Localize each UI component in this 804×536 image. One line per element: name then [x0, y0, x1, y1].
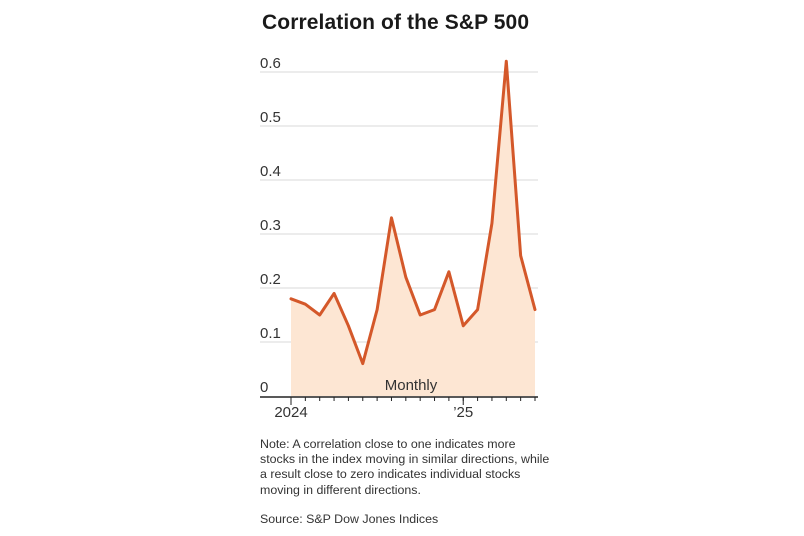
frequency-label: Monthly: [385, 377, 438, 394]
series-line: [289, 59, 537, 366]
y-tick-label: 0: [260, 379, 268, 396]
x-tick-label: 2024: [274, 404, 307, 421]
y-tick-label: 0.2: [260, 271, 281, 288]
chart-title: Correlation of the S&P 500: [262, 11, 530, 34]
area-fill: [291, 61, 535, 396]
y-tick-label: 0.1: [260, 325, 281, 342]
y-tick-label: 0.5: [260, 109, 281, 126]
y-tick-label: 0.3: [260, 217, 281, 234]
y-tick-label: 0.4: [260, 163, 281, 180]
x-tick-label: ’25: [453, 404, 473, 421]
x-ticks: 2024 ’25: [274, 397, 536, 421]
y-tick-labels: 0 0.1 0.2 0.3 0.4 0.5 0.6: [260, 55, 281, 396]
chart-note: Note: A correlation close to one indicat…: [260, 437, 550, 497]
chart-source: Source: S&P Dow Jones Indices: [260, 512, 439, 526]
y-tick-label: 0.6: [260, 55, 281, 72]
